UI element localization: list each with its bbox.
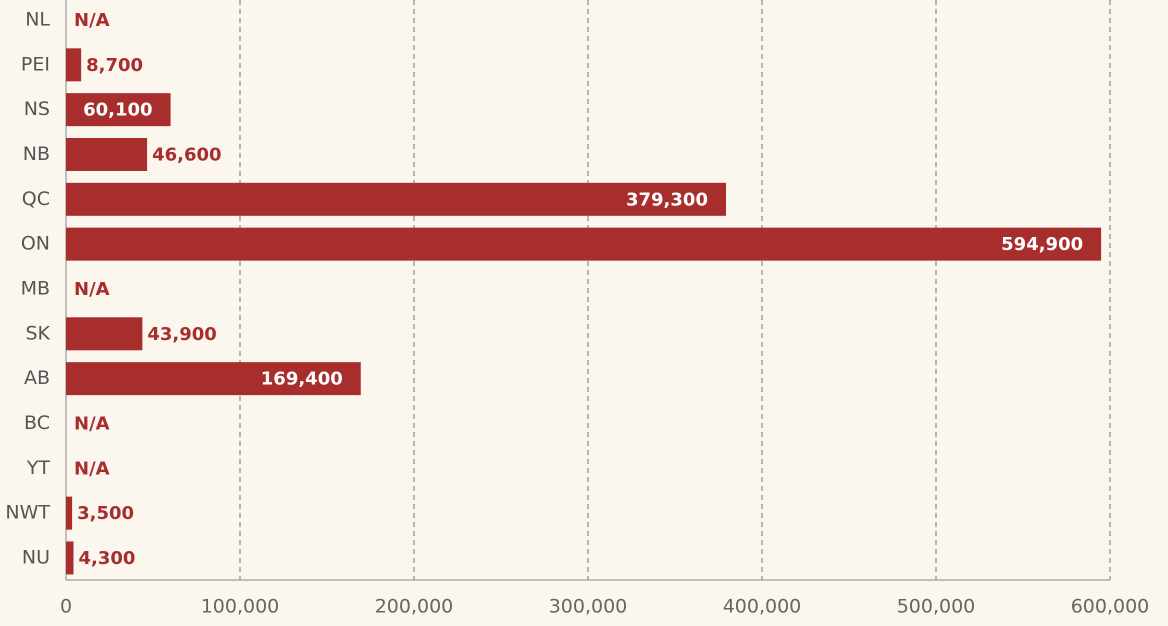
value-label: N/A — [74, 10, 110, 31]
value-label: N/A — [74, 413, 110, 434]
value-label: 3,500 — [77, 503, 134, 524]
y-tick-label: ON — [21, 233, 50, 255]
y-tick-label: PEI — [21, 53, 50, 75]
bar — [66, 362, 361, 396]
x-tick-label: 600,000 — [1071, 596, 1150, 618]
x-tick-label: 300,000 — [549, 596, 628, 618]
y-tick-label: NB — [23, 143, 50, 165]
value-label: 60,100 — [83, 100, 152, 121]
y-tick-label: QC — [22, 188, 50, 210]
value-label: 46,600 — [152, 144, 221, 165]
bar — [66, 227, 1102, 261]
y-tick-label: NU — [22, 546, 50, 568]
x-tick-label: 0 — [60, 596, 72, 618]
bar — [66, 541, 74, 575]
x-tick-label: 400,000 — [723, 596, 802, 618]
y-tick-label: AB — [24, 367, 50, 389]
x-tick-label: 100,000 — [201, 596, 280, 618]
y-tick-label: BC — [24, 412, 50, 434]
bar — [66, 93, 171, 127]
y-tick-label: SK — [25, 322, 50, 344]
y-tick-label: NL — [25, 9, 50, 31]
value-label: 43,900 — [147, 324, 216, 345]
bar — [66, 182, 726, 216]
value-label: 169,400 — [261, 369, 343, 390]
value-label: 4,300 — [78, 548, 135, 569]
bar — [66, 317, 143, 351]
x-tick-label: 500,000 — [897, 596, 976, 618]
value-label: 8,700 — [86, 55, 143, 76]
y-tick-label: MB — [21, 277, 50, 299]
value-label: N/A — [74, 458, 110, 479]
bar — [66, 137, 148, 171]
y-tick-label: NS — [24, 98, 50, 120]
value-label: 379,300 — [626, 189, 708, 210]
value-label: 594,900 — [1001, 234, 1083, 255]
x-tick-label: 200,000 — [375, 596, 454, 618]
bar — [66, 48, 82, 82]
y-tick-label: YT — [26, 457, 51, 479]
value-label: N/A — [74, 279, 110, 300]
bar — [66, 496, 73, 530]
y-tick-label: NWT — [5, 502, 50, 524]
